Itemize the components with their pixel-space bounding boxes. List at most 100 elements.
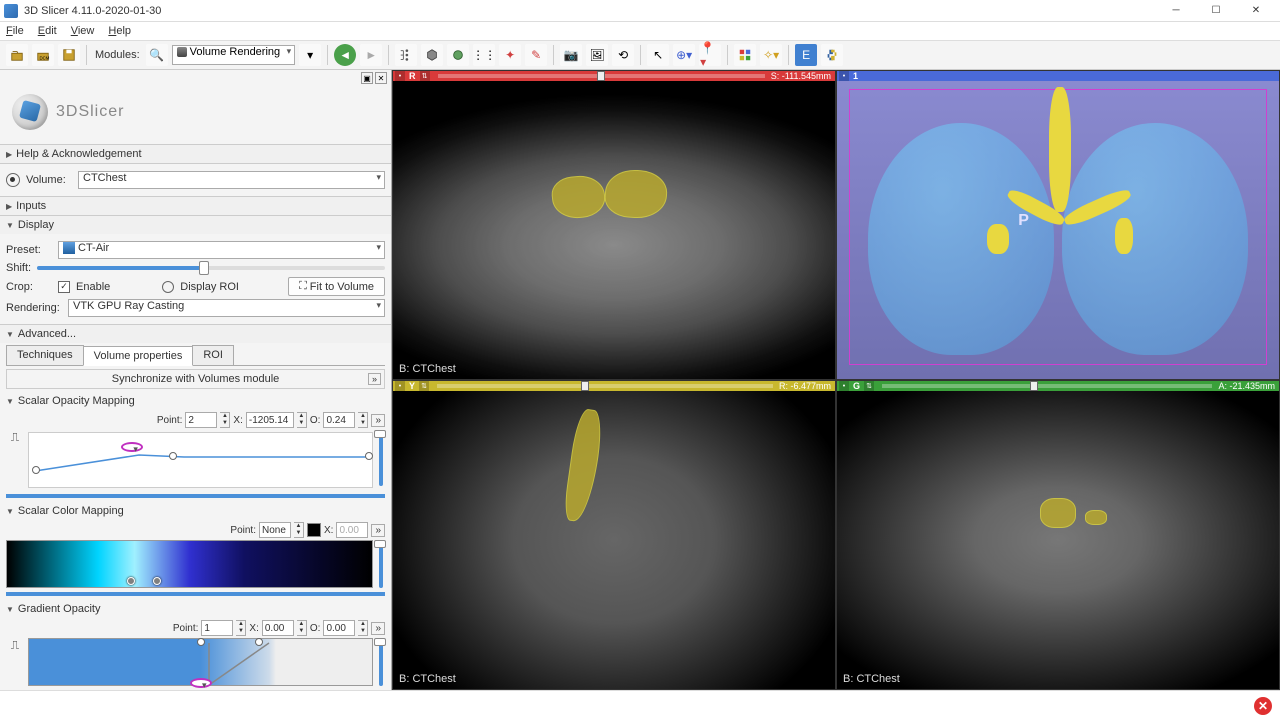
sc-range-slider[interactable] <box>6 590 385 598</box>
preset-select[interactable]: CT-Air <box>58 241 385 259</box>
go-step-icon[interactable]: ⎍ <box>6 638 24 686</box>
markups-icon[interactable]: ✦ <box>499 44 521 66</box>
go-point-spin[interactable]: 1 <box>201 620 233 636</box>
sc-point-spinbtns[interactable]: ▲▼ <box>294 522 304 538</box>
menu-edit[interactable]: Edit <box>38 25 57 37</box>
sc-x-spin[interactable]: 0.00 <box>336 522 368 538</box>
green-link-icon[interactable]: ⇅ <box>864 381 874 391</box>
go-expand-icon[interactable]: » <box>371 622 385 635</box>
minimize-button[interactable]: ─ <box>1156 1 1196 21</box>
tab-volume-properties[interactable]: Volume properties <box>83 346 194 366</box>
panel-close-icon[interactable]: ✕ <box>375 72 387 84</box>
green-pin-icon[interactable]: • <box>839 381 849 391</box>
section-advanced[interactable]: ▼Advanced... <box>0 325 391 343</box>
sc-expand-icon[interactable]: » <box>371 524 385 537</box>
green-slice-bar[interactable]: • G ⇅ A: -21.435mm <box>837 381 1279 391</box>
status-bar: ✕ <box>0 690 1280 720</box>
so-point-spinbtns[interactable]: ▲▼ <box>220 412 230 428</box>
extensions-icon[interactable]: E <box>795 44 817 66</box>
crop-enable-checkbox[interactable]: ✓ <box>58 281 70 293</box>
volume-visibility-icon[interactable] <box>6 173 20 187</box>
load-dicom-icon[interactable]: DCM <box>32 44 54 66</box>
so-expand-icon[interactable]: » <box>371 414 385 427</box>
section-scalar-opacity[interactable]: ▼Scalar Opacity Mapping <box>6 392 385 410</box>
sc-color-swatch[interactable] <box>307 523 321 537</box>
panel-float-icon[interactable]: ▣ <box>361 72 373 84</box>
screenshot-icon[interactable]: 📷 <box>560 44 582 66</box>
volume-select[interactable]: CTChest <box>78 171 385 189</box>
models-icon[interactable] <box>447 44 469 66</box>
maximize-button[interactable]: ☐ <box>1196 1 1236 21</box>
menu-view[interactable]: View <box>71 25 95 37</box>
so-o-spin[interactable]: 0.24 <box>323 412 355 428</box>
fit-to-volume-button[interactable]: ⛶Fit to Volume <box>288 277 385 296</box>
scalar-color-editor[interactable] <box>6 540 373 588</box>
so-range-slider[interactable] <box>6 492 385 500</box>
module-back-icon[interactable]: ◄ <box>334 44 356 66</box>
view-3d[interactable]: • 1 P <box>836 70 1280 380</box>
module-select[interactable]: Volume Rendering <box>172 45 296 65</box>
go-vslider[interactable] <box>377 638 385 686</box>
red-pin-icon[interactable]: • <box>395 71 405 81</box>
editor-icon[interactable]: ✎ <box>525 44 547 66</box>
section-scalar-color[interactable]: ▼Scalar Color Mapping <box>6 502 385 520</box>
go-o-spinbtns[interactable]: ▲▼ <box>358 620 368 636</box>
sc-point-spin[interactable]: None <box>259 522 291 538</box>
volume-render-icon[interactable] <box>421 44 443 66</box>
module-forward-icon[interactable]: ► <box>360 44 382 66</box>
python-icon[interactable] <box>821 44 843 66</box>
scalar-opacity-editor[interactable] <box>28 432 373 488</box>
so-step-icon[interactable]: ⎍ <box>6 430 24 490</box>
tab-techniques[interactable]: Techniques <box>6 345 84 365</box>
section-gradient-opacity[interactable]: ▼Gradient Opacity <box>6 600 385 618</box>
scene-tree-icon[interactable] <box>395 44 417 66</box>
section-display[interactable]: ▼Display <box>0 216 391 234</box>
transforms-icon[interactable]: ⋮⋮ <box>473 44 495 66</box>
sc-vslider[interactable] <box>377 540 385 588</box>
fiducial-icon[interactable]: 📍▾ <box>699 44 721 66</box>
crosshair-icon[interactable]: ⊕▾ <box>673 44 695 66</box>
so-x-spinbtns[interactable]: ▲▼ <box>297 412 307 428</box>
so-vslider[interactable] <box>377 430 385 486</box>
section-help[interactable]: ▶Help & Acknowledgement <box>0 145 391 163</box>
module-search-icon[interactable]: 🔍 <box>146 44 168 66</box>
view-yellow[interactable]: • Y ⇅ R: -6.477mm B: CTChest <box>392 380 836 690</box>
go-o-spin[interactable]: 0.00 <box>323 620 355 636</box>
menubar: File Edit View Help <box>0 22 1280 40</box>
menu-file[interactable]: File <box>6 25 24 37</box>
restore-view-icon[interactable]: ⟲ <box>612 44 634 66</box>
scene-view-icon[interactable]: 🖼 <box>586 44 608 66</box>
blue-pin-icon[interactable]: • <box>839 71 849 81</box>
center-view-icon[interactable]: ✧▾ <box>760 44 782 66</box>
shift-slider[interactable] <box>37 266 385 270</box>
tab-roi[interactable]: ROI <box>192 345 234 365</box>
close-button[interactable]: ✕ <box>1236 1 1276 21</box>
go-x-spin[interactable]: 0.00 <box>262 620 294 636</box>
rendering-select[interactable]: VTK GPU Ray Casting <box>68 299 385 317</box>
yellow-pin-icon[interactable]: • <box>395 381 405 391</box>
menu-help[interactable]: Help <box>108 25 131 37</box>
module-history-icon[interactable]: ▾ <box>299 44 321 66</box>
go-x-spinbtns[interactable]: ▲▼ <box>297 620 307 636</box>
section-inputs[interactable]: ▶Inputs <box>0 197 391 215</box>
go-pt-spinbtns[interactable]: ▲▼ <box>236 620 246 636</box>
yellow-slice-bar[interactable]: • Y ⇅ R: -6.477mm <box>393 381 835 391</box>
red-link-icon[interactable]: ⇅ <box>420 71 430 81</box>
display-roi-checkbox[interactable] <box>162 281 174 293</box>
view-green[interactable]: • G ⇅ A: -21.435mm B: CTChest <box>836 380 1280 690</box>
so-o-spinbtns[interactable]: ▲▼ <box>358 412 368 428</box>
error-log-icon[interactable]: ✕ <box>1254 697 1272 715</box>
cursor-icon[interactable]: ↖ <box>647 44 669 66</box>
so-x-spin[interactable]: -1205.14 <box>246 412 294 428</box>
sync-expand-icon[interactable]: » <box>368 373 381 385</box>
load-data-icon[interactable] <box>6 44 28 66</box>
red-slice-bar[interactable]: • R ⇅ S: -111.545mm <box>393 71 835 81</box>
sync-volumes-button[interactable]: Synchronize with Volumes module » <box>6 369 385 389</box>
layout-icon[interactable] <box>734 44 756 66</box>
yellow-link-icon[interactable]: ⇅ <box>419 381 429 391</box>
save-icon[interactable] <box>58 44 80 66</box>
blue-view-bar[interactable]: • 1 <box>837 71 1279 81</box>
view-red[interactable]: • R ⇅ S: -111.545mm B: CTChest <box>392 70 836 380</box>
so-point-spin[interactable]: 2 <box>185 412 217 428</box>
gradient-opacity-editor[interactable] <box>28 638 373 686</box>
